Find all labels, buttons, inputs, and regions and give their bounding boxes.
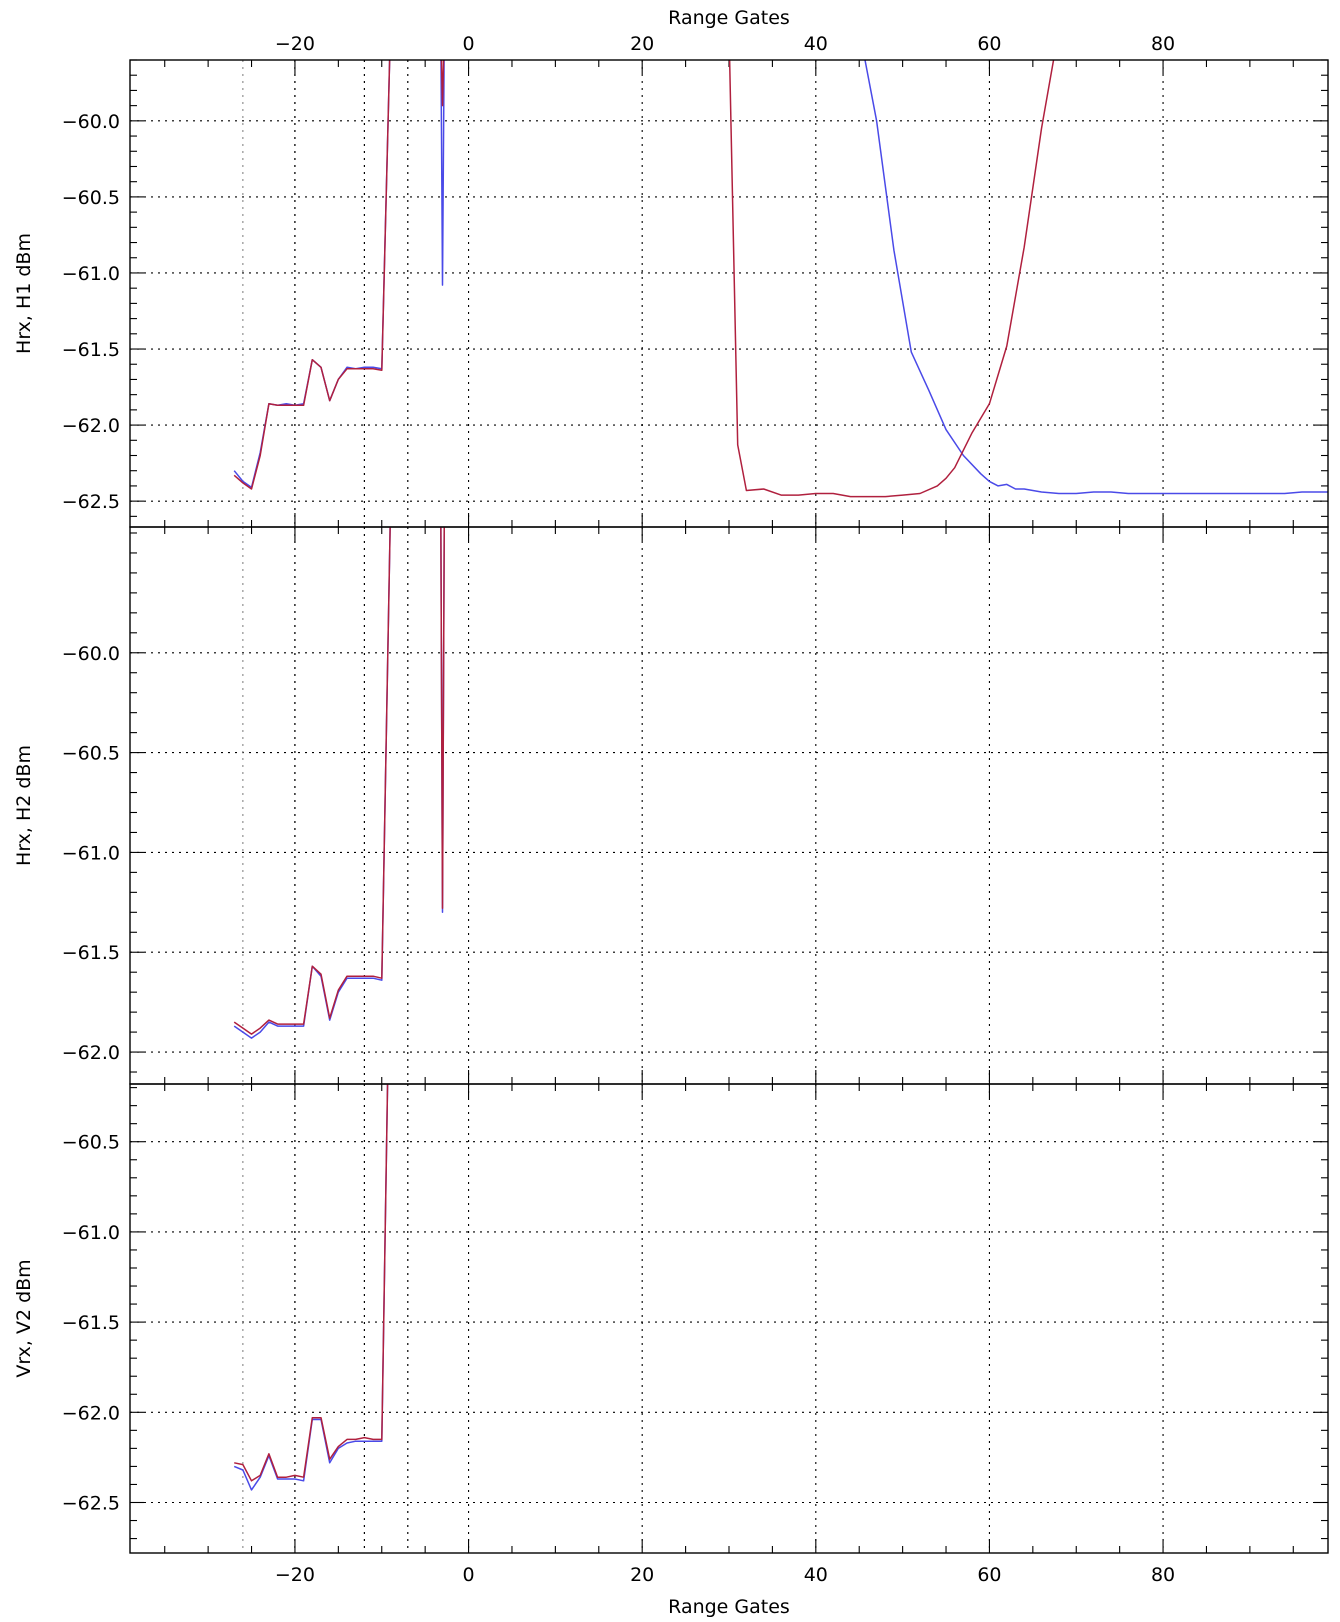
- top-x-axis-title: Range Gates: [668, 7, 790, 29]
- bottom-x-tick-label: 20: [630, 1564, 654, 1586]
- panel-3: −60.5 −61.0 −61.5 −62.0 −62.5 Vrx, V2 dBm: [13, 1083, 1329, 1554]
- y-tick-label: −62.0: [62, 415, 120, 437]
- y-tick-label: −62.5: [62, 1492, 120, 1514]
- top-x-tick-label: 60: [977, 33, 1001, 55]
- y-tick-label: −61.5: [62, 942, 120, 964]
- y-tick-label: −62.0: [62, 1042, 120, 1064]
- y-tick-label: −60.0: [62, 643, 120, 665]
- y-axis-title: Hrx, H1 dBm: [13, 233, 35, 354]
- y-tick-label: −61.0: [62, 842, 120, 864]
- y-axis-title: Hrx, H2 dBm: [13, 745, 35, 866]
- series-line-1: [233, 60, 1328, 495]
- y-tick-label: −60.5: [62, 1132, 120, 1154]
- y-tick-label: −62.0: [62, 1402, 120, 1424]
- y-tick-label: −62.5: [62, 491, 120, 513]
- bottom-x-tick-label: 60: [977, 1564, 1001, 1586]
- series-line-1: [233, 527, 445, 1039]
- series-line-2: [233, 60, 1055, 498]
- panel-frame: [129, 59, 1329, 528]
- bottom-x-tick-label: 40: [804, 1564, 828, 1586]
- y-tick-label: −61.0: [62, 263, 120, 285]
- top-x-tick-label: −20: [275, 33, 315, 55]
- panel-1: −60.0 −60.5 −61.0 −61.5 −62.0 −62.5 Hrx, H1 dB…: [13, 59, 1329, 528]
- top-x-tick-label: 20: [630, 33, 654, 55]
- bottom-x-tick-label: 80: [1151, 1564, 1175, 1586]
- y-tick-label: −61.0: [62, 1222, 120, 1244]
- top-x-tick-label: 0: [463, 33, 475, 55]
- series-line-2: [234, 1084, 389, 1482]
- bottom-x-axis-title: Range Gates: [668, 1596, 790, 1618]
- bottom-x-tick-label: −20: [275, 1564, 315, 1586]
- y-tick-label: −60.0: [62, 111, 120, 133]
- top-x-tick-label: 80: [1151, 33, 1175, 55]
- panel-frame: [129, 1083, 1329, 1554]
- panel-frame: [129, 526, 1329, 1085]
- y-axis-title: Vrx, V2 dBm: [13, 1259, 35, 1377]
- panel-2: −60.0 −60.5 −61.0 −61.5 −62.0 Hrx, H2 dBm: [13, 526, 1329, 1085]
- y-tick-label: −60.5: [62, 743, 120, 765]
- panels-group: −60.0 −60.5 −61.0 −61.5 −62.0 −62.5 Hrx, H1 dB…: [13, 33, 1329, 1586]
- bottom-x-tick-label: 0: [463, 1564, 475, 1586]
- y-tick-label: −61.5: [62, 1312, 120, 1334]
- series-line-2: [233, 527, 445, 1035]
- y-tick-label: −60.5: [62, 187, 120, 209]
- top-x-tick-label: 40: [804, 33, 828, 55]
- y-tick-label: −61.5: [62, 339, 120, 361]
